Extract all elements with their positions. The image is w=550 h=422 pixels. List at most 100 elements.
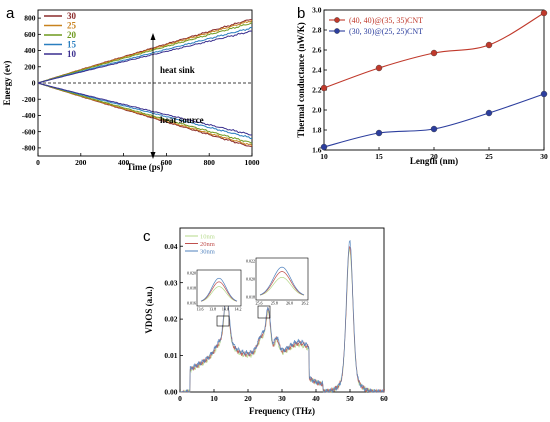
y-tick-label: 0 bbox=[32, 79, 36, 88]
y-tick-label: 2.2 bbox=[312, 86, 322, 95]
x-tick-label: 10 bbox=[320, 152, 328, 161]
inset-curve-30nm bbox=[259, 266, 305, 296]
x-tick-label: 40 bbox=[312, 394, 320, 403]
inset-curve-10nm bbox=[200, 286, 238, 302]
data-point bbox=[540, 90, 548, 98]
data-point bbox=[485, 109, 493, 117]
series-20-source bbox=[37, 82, 253, 145]
x-tick-label: 600 bbox=[161, 158, 173, 167]
panel-c-letter: c bbox=[143, 228, 151, 245]
inset-y-tick-label: 0.022 bbox=[246, 258, 255, 263]
data-point bbox=[430, 49, 438, 57]
data-point bbox=[430, 125, 438, 133]
panel-c-insets: 13.6 13.8 14.0 14.2 0.016 0.018 0.020 25.6 25.8 2… bbox=[187, 257, 309, 327]
series-20nm bbox=[180, 246, 385, 394]
zoom-box bbox=[216, 315, 230, 327]
inset-y-tick-label: 0.018 bbox=[187, 285, 196, 290]
inset-y-tick-label: 0.016 bbox=[187, 300, 196, 305]
data-point bbox=[320, 84, 328, 92]
x-tick-label: 50 bbox=[346, 394, 354, 403]
data-point bbox=[375, 129, 383, 137]
inset-y-tick-label: 0.020 bbox=[246, 276, 255, 281]
y-tick-label: 0.01 bbox=[164, 351, 177, 360]
y-tick-label: -800 bbox=[22, 143, 36, 152]
legend-marker bbox=[334, 28, 340, 34]
y-tick-label: 800 bbox=[24, 14, 36, 23]
legend-entry: 15 bbox=[67, 40, 77, 50]
y-tick-label: 2.0 bbox=[312, 106, 322, 115]
series-10-source bbox=[37, 82, 253, 136]
inset-curve-20nm bbox=[200, 281, 238, 302]
y-tick-label: 2.8 bbox=[312, 26, 322, 35]
panel-a-letter: a bbox=[6, 5, 15, 22]
x-tick-label: 30 bbox=[278, 394, 286, 403]
panel-b-series bbox=[320, 9, 548, 151]
x-tick-label: 20 bbox=[430, 152, 438, 161]
panel-b-legend: (40, 40)@(35, 35)CNT (30, 30)@(25, 25)CNT bbox=[329, 16, 423, 36]
panel-b-ylabel: Thermal conductance (nW/K) bbox=[296, 22, 306, 138]
legend-entry: 30nm bbox=[200, 248, 215, 255]
legend-entry: 10nm bbox=[200, 233, 215, 240]
inset-x-tick-label: 13.8 bbox=[209, 307, 216, 312]
x-tick-label: 25 bbox=[485, 152, 493, 161]
y-tick-label: 0.04 bbox=[164, 242, 177, 251]
panel-b-ticks: 10 15 20 25 30 1.6 1.8 2.0 2.2 2.4 2.6 2.8 3.0 bbox=[312, 6, 548, 161]
inset-x-tick-label: 13.6 bbox=[197, 307, 204, 312]
panel-a: a 0 200 400 600 800 1000 -800 -600 -400 -200 0 200 4… bbox=[2, 5, 260, 172]
panel-c: c 0 10 20 30 40 50 60 0.00 0.01 0.02 0.03 0.04 10nm… bbox=[143, 227, 388, 416]
y-tick-label: 600 bbox=[24, 30, 36, 39]
series-10-sink bbox=[37, 30, 253, 84]
inset-x-tick-label: 26.0 bbox=[286, 301, 293, 306]
x-tick-label: 0 bbox=[178, 394, 182, 403]
y-tick-label: 2.6 bbox=[312, 46, 322, 55]
y-tick-label: -400 bbox=[22, 111, 36, 120]
legend-entry: 30 bbox=[67, 11, 77, 21]
panel-b-letter: b bbox=[297, 5, 305, 22]
inset-curve-20nm bbox=[259, 271, 305, 296]
y-tick-label: 1.6 bbox=[312, 146, 322, 155]
y-tick-label: 3.0 bbox=[312, 6, 322, 15]
panel-a-ylabel: Energy (ev) bbox=[2, 61, 12, 106]
y-tick-label: 0.02 bbox=[164, 315, 177, 324]
legend-entry: 25 bbox=[67, 21, 77, 31]
panel-c-series bbox=[179, 240, 385, 394]
panel-c-ylabel: VDOS (a.u.) bbox=[144, 286, 154, 333]
data-point bbox=[540, 9, 548, 17]
y-tick-label: 400 bbox=[24, 46, 36, 55]
heat-source-label: heat source bbox=[160, 115, 204, 125]
x-tick-label: 20 bbox=[244, 394, 252, 403]
panel-a-series bbox=[37, 19, 253, 147]
panel-c-xlabel: Frequency (THz) bbox=[249, 406, 315, 416]
series-line-1 bbox=[323, 93, 545, 148]
x-tick-label: 1000 bbox=[245, 158, 260, 167]
y-tick-label: 200 bbox=[24, 62, 36, 71]
inset-x-tick-label: 25.8 bbox=[271, 301, 278, 306]
inset-x-tick-label: 14.0 bbox=[222, 307, 229, 312]
panel-c-ticks: 0 10 20 30 40 50 60 0.00 0.01 0.02 0.03 0.04 bbox=[164, 242, 388, 403]
y-tick-label: 2.4 bbox=[312, 66, 322, 75]
inset-y-tick-label: 0.018 bbox=[246, 294, 255, 299]
panel-a-xlabel: Time (ps) bbox=[127, 162, 164, 172]
inset-x-tick-label: 14.2 bbox=[235, 307, 242, 312]
legend-marker bbox=[334, 17, 340, 23]
y-tick-label: -600 bbox=[22, 127, 36, 136]
panel-b-xlabel: Length (nm) bbox=[410, 156, 458, 166]
data-point bbox=[485, 41, 493, 49]
zoom-box bbox=[257, 305, 271, 319]
inset-x-tick-label: 25.6 bbox=[256, 301, 263, 306]
y-tick-label: 0.00 bbox=[164, 388, 177, 397]
data-point bbox=[375, 64, 383, 72]
legend-entry: (30, 30)@(25, 25)CNT bbox=[349, 27, 423, 36]
y-tick-label: -200 bbox=[22, 95, 36, 104]
panel-a-ticks: 0 200 400 600 800 1000 -800 -600 -400 -200 0 200 400… bbox=[22, 14, 260, 167]
legend-entry: 20nm bbox=[200, 241, 215, 248]
arrow-down-icon bbox=[150, 152, 156, 159]
inset-curve-10nm bbox=[259, 276, 305, 296]
arrow-up-icon bbox=[150, 33, 156, 40]
x-tick-label: 400 bbox=[118, 158, 130, 167]
y-tick-label: 1.8 bbox=[312, 126, 322, 135]
series-20-sink bbox=[37, 21, 253, 84]
x-tick-label: 30 bbox=[540, 152, 548, 161]
legend-entry: (40, 40)@(35, 35)CNT bbox=[349, 16, 423, 25]
